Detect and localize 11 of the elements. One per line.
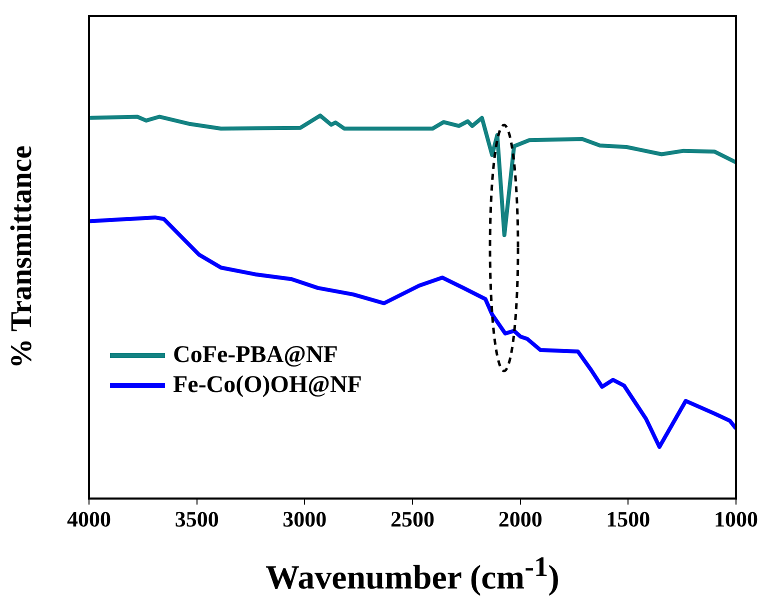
x-tick-label: 1000	[714, 506, 758, 532]
legend-label: CoFe-PBA@NF	[173, 342, 338, 368]
x-tick-label: 2000	[498, 506, 542, 532]
x-axis-title: Wavenumber (cm$^{-1}$)	[264, 552, 560, 598]
x-tick-label: 2500	[390, 506, 434, 532]
x-tick-label: 3500	[174, 506, 219, 532]
legend-label: Fe-Co(O)OH@NF	[173, 372, 362, 398]
x-tick-label: 4000	[67, 506, 111, 532]
y-axis-title: % Transmittance	[5, 144, 39, 371]
x-tick-label: 3000	[282, 506, 327, 532]
x-tick-label: 1500	[606, 506, 650, 532]
